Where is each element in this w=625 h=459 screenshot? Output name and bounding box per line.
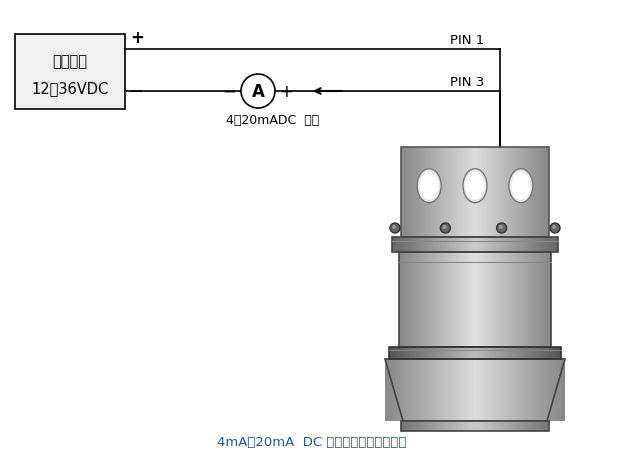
Text: PIN 3: PIN 3 — [450, 75, 484, 88]
Ellipse shape — [466, 172, 484, 200]
Ellipse shape — [509, 169, 533, 203]
Bar — [401, 148, 549, 237]
Circle shape — [241, 75, 275, 109]
Text: 4mA～20mA  DC 电流信号输出接线图⭳: 4mA～20mA DC 电流信号输出接线图⭳ — [217, 436, 407, 448]
Circle shape — [392, 225, 396, 230]
Text: +: + — [130, 29, 144, 47]
Text: +: + — [279, 83, 293, 101]
Bar — [401, 421, 549, 431]
Text: −: − — [128, 83, 143, 101]
Bar — [399, 252, 551, 347]
Bar — [389, 347, 561, 359]
Text: 工作电源: 工作电源 — [52, 54, 88, 68]
Text: −: − — [222, 83, 236, 101]
Circle shape — [390, 224, 400, 234]
Ellipse shape — [463, 169, 487, 203]
Text: A: A — [251, 83, 264, 101]
Circle shape — [441, 224, 451, 234]
Text: 12～36VDC: 12～36VDC — [31, 81, 109, 96]
Ellipse shape — [417, 169, 441, 203]
Text: PIN 1: PIN 1 — [450, 34, 484, 46]
Circle shape — [499, 225, 502, 230]
Circle shape — [552, 225, 556, 230]
Circle shape — [442, 225, 446, 230]
Ellipse shape — [419, 172, 439, 200]
Ellipse shape — [511, 172, 531, 200]
Bar — [392, 237, 558, 252]
Bar — [15, 35, 125, 110]
Circle shape — [550, 224, 560, 234]
Circle shape — [497, 224, 507, 234]
Text: 4～20mADC  电流: 4～20mADC 电流 — [226, 114, 319, 127]
